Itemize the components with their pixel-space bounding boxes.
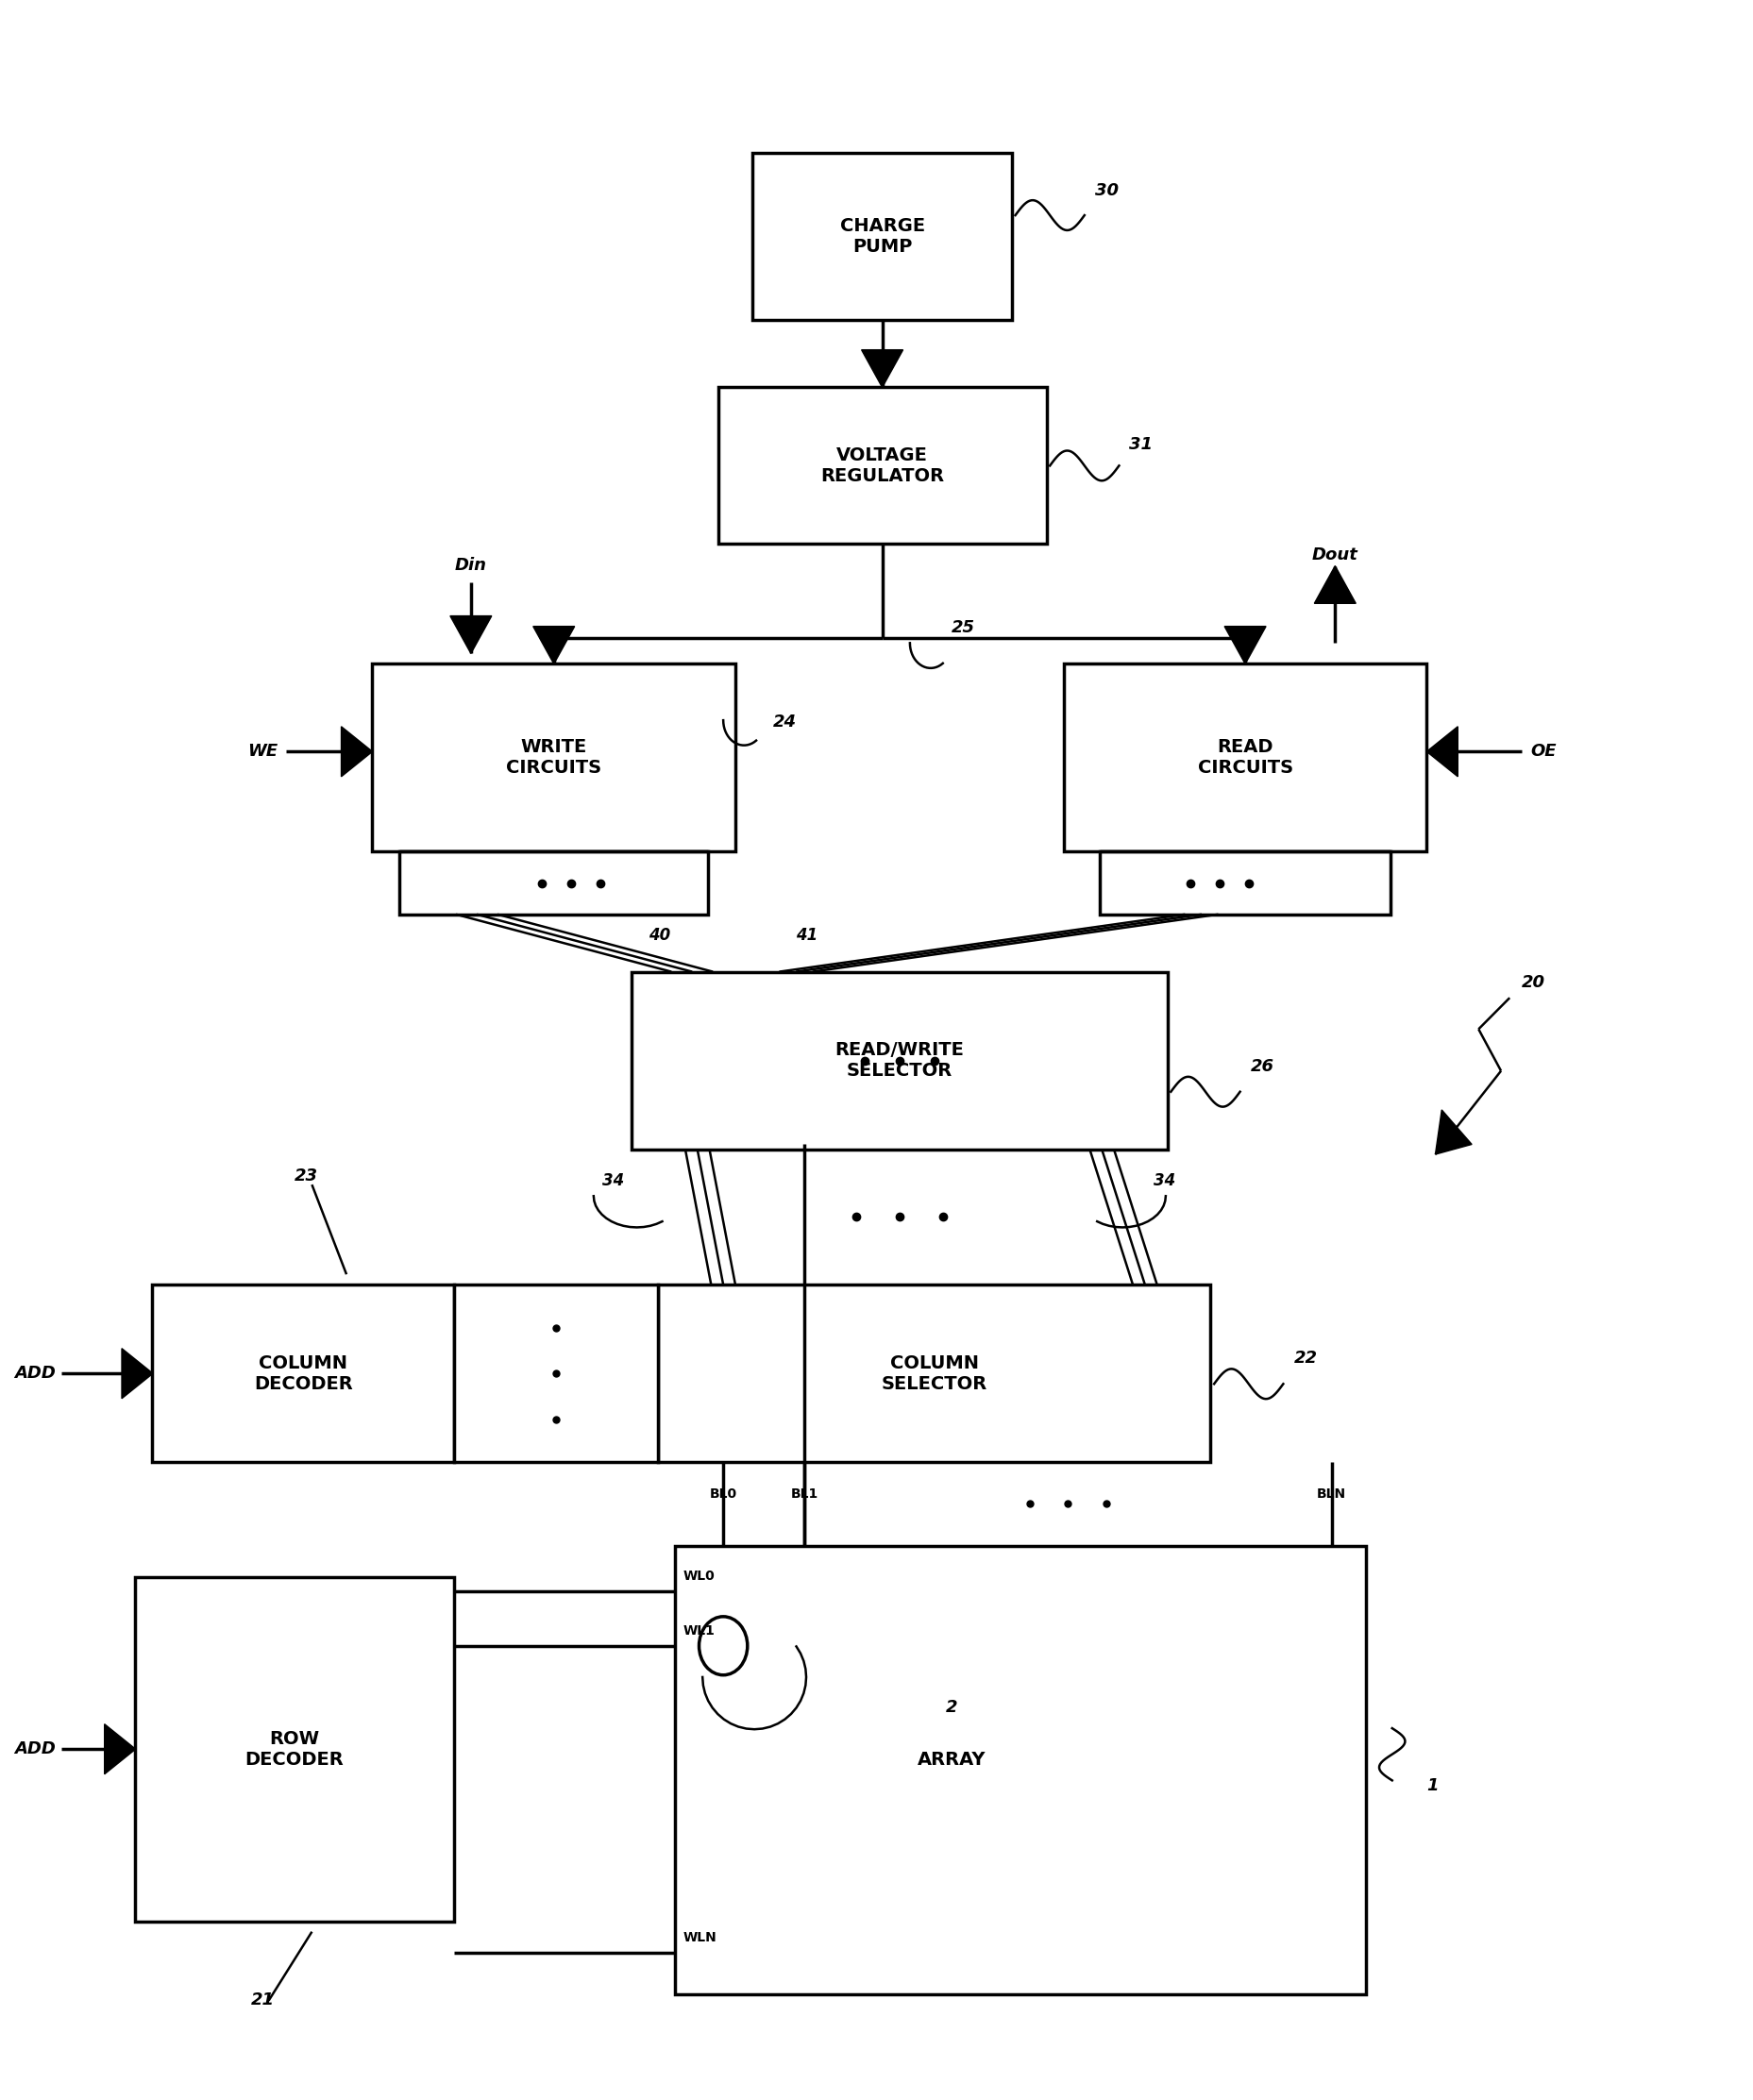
Text: ROW
DECODER: ROW DECODER (245, 1730, 344, 1768)
Bar (1101, 853, 1390, 914)
Bar (400, 853, 708, 914)
Bar (454, 1285, 657, 1462)
Text: WL1: WL1 (684, 1623, 715, 1638)
Polygon shape (1436, 1111, 1473, 1155)
Bar (153, 1285, 454, 1462)
Text: 23: 23 (295, 1168, 319, 1184)
Polygon shape (1225, 626, 1266, 664)
Text: BL0: BL0 (710, 1487, 736, 1499)
Text: OE: OE (1530, 743, 1557, 760)
Bar (1064, 664, 1427, 853)
Text: 25: 25 (952, 620, 975, 636)
Bar (657, 1285, 1211, 1462)
Bar (372, 664, 735, 853)
Text: WRITE
CIRCUITS: WRITE CIRCUITS (507, 739, 601, 777)
Text: READ
CIRCUITS: READ CIRCUITS (1197, 739, 1294, 777)
Text: COLUMN
SELECTOR: COLUMN SELECTOR (882, 1354, 987, 1392)
Polygon shape (533, 626, 575, 664)
Text: WE: WE (247, 743, 277, 760)
Bar (675, 1546, 1366, 1995)
Polygon shape (861, 351, 903, 386)
Text: ADD: ADD (14, 1365, 56, 1382)
Text: Din: Din (454, 556, 487, 573)
Text: 22: 22 (1294, 1350, 1317, 1367)
Text: COLUMN
DECODER: COLUMN DECODER (254, 1354, 352, 1392)
Text: CHARGE
PUMP: CHARGE PUMP (840, 216, 926, 256)
Text: WLN: WLN (684, 1932, 717, 1945)
Text: 20: 20 (1522, 974, 1546, 991)
Text: 30: 30 (1096, 183, 1118, 200)
Text: READ/WRITE
SELECTOR: READ/WRITE SELECTOR (834, 1042, 964, 1079)
Text: 31: 31 (1129, 437, 1153, 454)
Polygon shape (105, 1724, 135, 1774)
Bar (631, 972, 1167, 1149)
Text: 40: 40 (649, 928, 671, 945)
Bar (135, 1577, 454, 1922)
Text: BLN: BLN (1317, 1487, 1346, 1499)
Text: VOLTAGE
REGULATOR: VOLTAGE REGULATOR (820, 447, 945, 485)
Polygon shape (121, 1348, 153, 1399)
Text: 2: 2 (945, 1699, 957, 1716)
Polygon shape (342, 727, 372, 777)
Text: 21: 21 (251, 1991, 275, 2008)
Text: 34: 34 (1153, 1172, 1176, 1189)
Text: 34: 34 (603, 1172, 624, 1189)
Text: BL1: BL1 (791, 1487, 819, 1499)
Text: 41: 41 (796, 928, 819, 945)
Bar (752, 153, 1011, 319)
Text: 26: 26 (1250, 1058, 1274, 1075)
Text: WL0: WL0 (684, 1571, 715, 1583)
Text: 24: 24 (773, 714, 798, 731)
Text: Dout: Dout (1311, 546, 1359, 563)
Polygon shape (1315, 565, 1355, 603)
Bar (719, 386, 1047, 544)
Polygon shape (1427, 727, 1458, 777)
Text: ARRAY: ARRAY (917, 1751, 985, 1768)
Text: ADD: ADD (14, 1741, 56, 1758)
Text: 1: 1 (1427, 1777, 1439, 1796)
Polygon shape (451, 615, 491, 653)
